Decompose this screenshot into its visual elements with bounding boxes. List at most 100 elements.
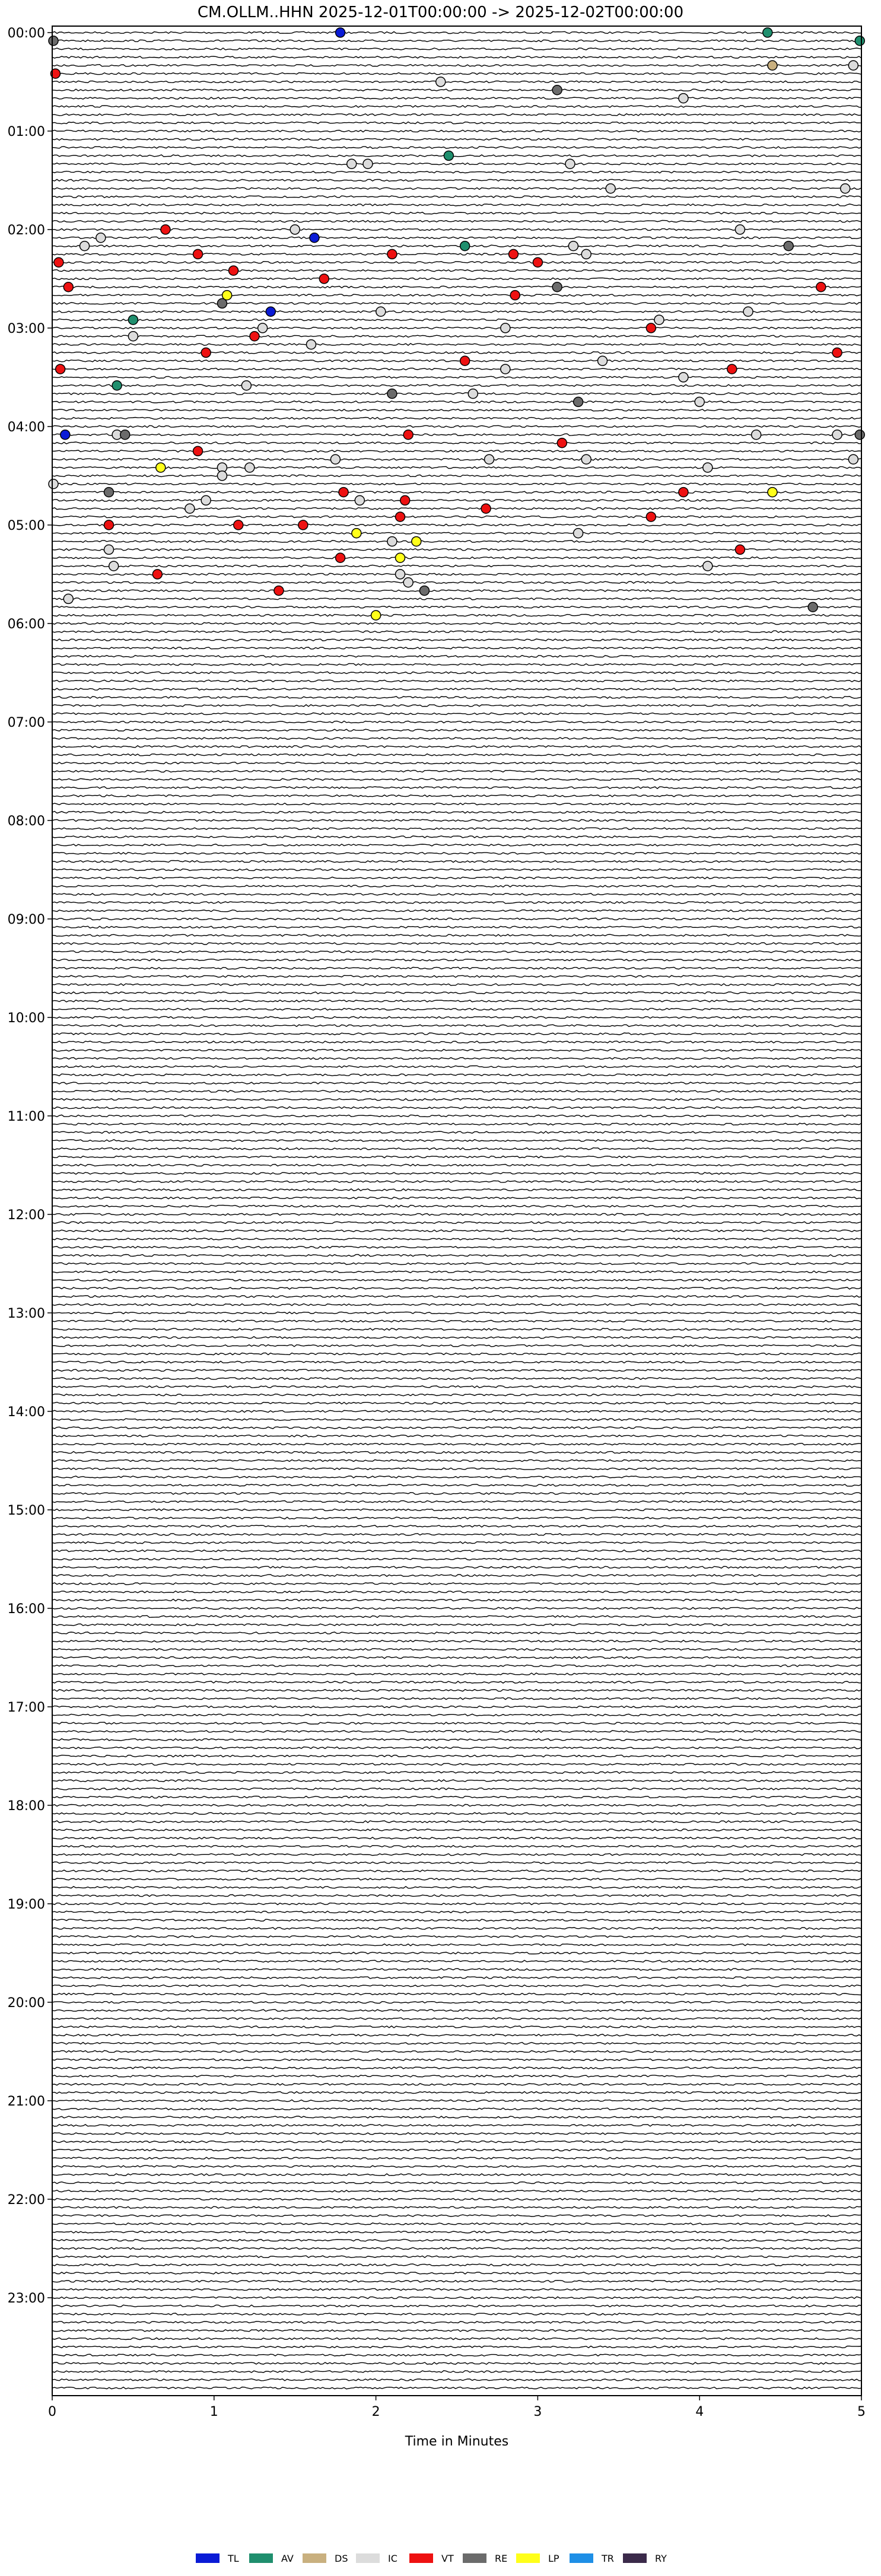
x-tick-label: 5: [857, 2405, 866, 2419]
y-tick-label: 02:00: [8, 223, 45, 238]
event-marker-vt: [53, 257, 64, 268]
event-marker-re: [217, 298, 228, 309]
event-marker-ic: [362, 158, 373, 169]
event-marker-ic: [346, 158, 357, 169]
event-marker-re: [783, 240, 794, 252]
legend-label: RY: [655, 2552, 667, 2564]
chart-title: CM.OLLM..HHN 2025-12-01T00:00:00 -> 2025…: [197, 4, 684, 21]
legend-label: RE: [495, 2552, 508, 2564]
legend-swatch: [463, 2553, 486, 2563]
y-tick-label: 13:00: [8, 1306, 45, 1321]
event-marker-lp: [395, 552, 406, 563]
event-marker-vt: [228, 265, 239, 276]
event-marker-re: [854, 430, 866, 440]
y-tick-label: 16:00: [8, 1602, 45, 1617]
event-marker-ds: [767, 60, 778, 71]
event-marker-vt: [532, 257, 543, 268]
event-marker-re: [573, 396, 584, 408]
event-marker-lp: [370, 610, 381, 621]
event-marker-vt: [816, 282, 826, 292]
event-marker-ic: [48, 479, 59, 489]
event-marker-ic: [581, 454, 591, 465]
legend-item-av: AV: [249, 2549, 303, 2567]
event-marker-ic: [848, 454, 859, 465]
event-marker-vt: [645, 323, 657, 333]
event-marker-re: [419, 585, 430, 596]
plot-frame: [52, 26, 862, 2396]
legend-item-vt: VT: [409, 2549, 463, 2567]
event-marker-ic: [185, 503, 195, 514]
x-tick-label: 3: [533, 2405, 542, 2419]
event-marker-av: [762, 27, 773, 38]
legend-label: VT: [441, 2552, 454, 2564]
legend-item-ds: DS: [303, 2549, 356, 2567]
y-tick-label: 19:00: [8, 1897, 45, 1912]
event-marker-vt: [201, 347, 211, 358]
x-tick-label: 2: [372, 2405, 380, 2419]
x-axis-ticks: 0 1 2 3 4 5: [48, 2396, 866, 2419]
event-marker-vt: [387, 249, 397, 260]
event-marker-tl: [265, 306, 276, 317]
event-marker-vt: [556, 437, 568, 449]
legend-swatch: [570, 2553, 593, 2563]
event-marker-ic: [79, 240, 90, 252]
event-marker-vt: [678, 486, 689, 498]
y-tick-label: 01:00: [8, 125, 45, 139]
event-marker-ic: [565, 158, 575, 169]
event-marker-av: [112, 380, 122, 391]
x-tick-label: 4: [695, 2405, 704, 2419]
legend-label: AV: [281, 2552, 294, 2564]
event-marker-ic: [678, 372, 689, 383]
event-marker-re: [807, 602, 818, 612]
y-tick-label: 06:00: [8, 617, 45, 632]
event-marker-re: [552, 282, 562, 292]
event-marker-ic: [654, 314, 664, 325]
event-marker-ic: [750, 430, 762, 440]
event-marker-ic: [403, 577, 414, 588]
y-tick-label: 20:00: [8, 1996, 45, 2011]
event-marker-tl: [309, 233, 320, 243]
event-marker-vt: [510, 290, 520, 301]
event-marker-vt: [50, 68, 61, 79]
y-tick-label: 07:00: [8, 715, 45, 730]
event-marker-ic: [581, 249, 591, 260]
y-axis-ticks: 00:00 01:00 02:00 03:00 04:00 05:00 06:00 07:00…: [8, 26, 52, 2306]
x-tick-label: 1: [210, 2405, 218, 2419]
event-marker-re: [120, 430, 131, 440]
event-marker-re: [48, 36, 59, 46]
event-marker-ic: [128, 331, 139, 342]
event-marker-ic: [743, 306, 753, 317]
y-tick-label: 12:00: [8, 1208, 45, 1223]
event-marker-lp: [767, 486, 778, 498]
y-tick-label: 18:00: [8, 1799, 45, 1814]
event-marker-re: [387, 388, 397, 399]
legend-label: DS: [335, 2552, 348, 2564]
event-marker-ic: [306, 339, 317, 350]
event-marker-ic: [290, 224, 300, 235]
legend-swatch: [409, 2553, 433, 2563]
event-marker-lp: [351, 528, 362, 539]
event-marker-vt: [103, 520, 115, 530]
event-marker-ic: [217, 470, 228, 481]
event-marker-vt: [63, 282, 74, 292]
event-marker-tl: [335, 27, 346, 38]
event-marker-ic: [376, 306, 386, 317]
legend-item-re: RE: [463, 2549, 516, 2567]
event-marker-ic: [467, 388, 479, 399]
event-marker-ic: [500, 323, 511, 333]
event-marker-vt: [727, 364, 737, 374]
legend-item-tr: TR: [570, 2549, 623, 2567]
event-marker-ic: [484, 454, 495, 465]
event-marker-lp: [411, 536, 422, 547]
event-marker-ic: [597, 355, 608, 366]
event-marker-vt: [249, 331, 260, 342]
trace-lines: [52, 31, 862, 2390]
event-marker-re: [552, 85, 562, 96]
y-tick-label: 15:00: [8, 1503, 45, 1518]
legend-swatch: [303, 2553, 326, 2563]
event-marker-ic: [435, 77, 446, 87]
legend-label: TR: [602, 2552, 614, 2564]
event-marker-re: [103, 486, 115, 498]
y-tick-label: 23:00: [8, 2291, 45, 2306]
event-marker-ic: [201, 495, 211, 506]
